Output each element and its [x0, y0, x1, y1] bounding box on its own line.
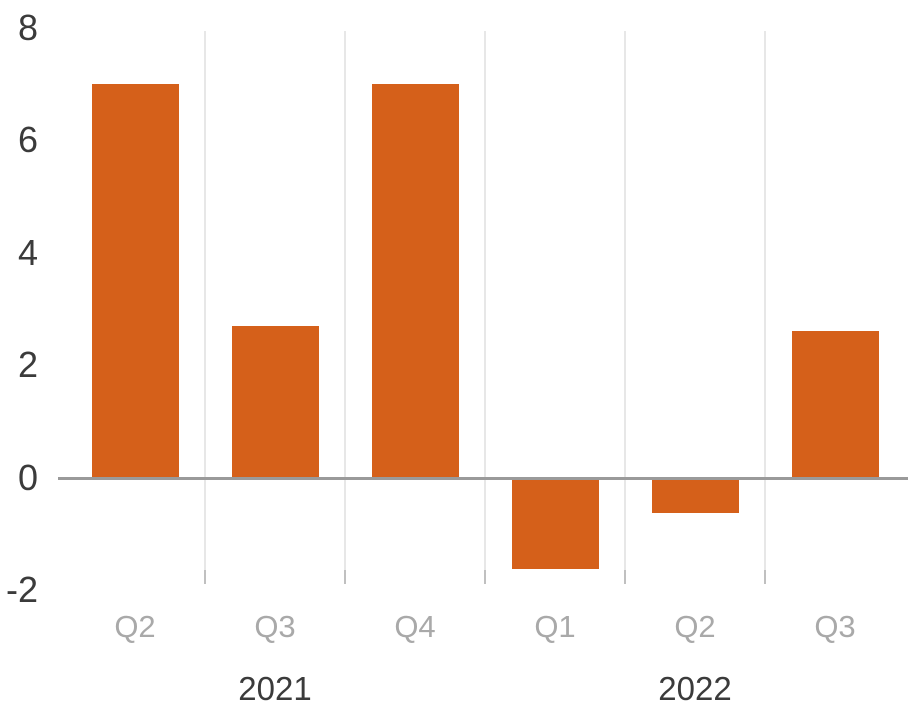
category-gridline	[204, 31, 206, 570]
bar-q4-2021	[371, 84, 459, 478]
x-axis-quarter-label: Q2	[114, 609, 156, 644]
y-axis-tick-label: 4	[17, 231, 38, 273]
category-axis-tick	[344, 570, 346, 584]
x-axis-quarter-label: Q3	[814, 609, 856, 644]
category-axis-tick	[204, 570, 206, 584]
category-gridline	[344, 31, 346, 570]
x-axis-year-label: 2022	[658, 670, 732, 707]
y-axis-tick-label: 0	[17, 456, 38, 498]
x-axis-quarter-label: Q3	[254, 609, 296, 644]
y-axis-tick-label: -2	[5, 568, 38, 610]
bar-q3-2022	[791, 331, 879, 478]
x-axis-quarter-label: Q4	[394, 609, 436, 644]
bar-q2-2022	[651, 479, 739, 514]
category-axis-tick	[764, 570, 766, 584]
category-axis-tick	[624, 570, 626, 584]
category-gridline	[624, 31, 626, 570]
bar-q2-2021	[91, 84, 179, 478]
category-gridline	[764, 31, 766, 570]
category-gridline	[484, 31, 486, 570]
x-axis-quarter-label: Q1	[534, 609, 576, 644]
y-axis-tick-label: 8	[17, 6, 38, 48]
bar-q1-2022	[511, 479, 599, 570]
x-axis-zero-line	[58, 477, 908, 480]
x-axis-quarter-label: Q2	[674, 609, 716, 644]
category-axis-tick	[484, 570, 486, 584]
x-axis-year-label: 2021	[238, 670, 312, 707]
y-axis-tick-label: 6	[17, 119, 38, 161]
bar-q3-2021	[231, 325, 319, 478]
y-axis-tick-label: 2	[17, 344, 38, 386]
